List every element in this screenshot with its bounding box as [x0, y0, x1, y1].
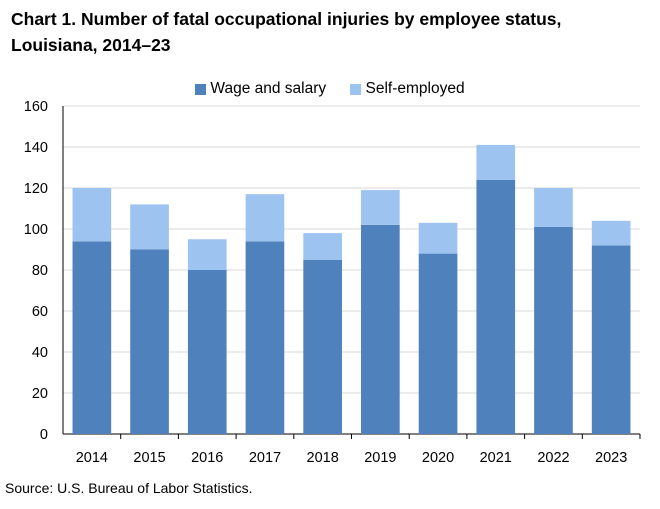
- bar-2019-wage-and-salary: [361, 224, 400, 434]
- x-tick-label-2014: 2014: [76, 450, 108, 466]
- legend-item-self-employed: Self-employed: [350, 80, 465, 98]
- bar-2015-wage-and-salary: [130, 249, 169, 434]
- x-tick-label-2020: 2020: [422, 450, 454, 466]
- source-note: Source: U.S. Bureau of Labor Statistics.: [5, 480, 253, 496]
- x-tick-label-2016: 2016: [191, 450, 223, 466]
- legend-label-wage-and-salary: Wage and salary: [210, 80, 327, 97]
- y-tick-label-160: 160: [24, 99, 48, 115]
- legend-swatch-wage-and-salary: [195, 83, 207, 95]
- y-tick-label-20: 20: [32, 386, 48, 402]
- chart-title: Chart 1. Number of fatal occupational in…: [11, 9, 562, 55]
- x-tick-label-2021: 2021: [480, 450, 512, 466]
- x-tick-label-2022: 2022: [537, 450, 569, 466]
- bar-2020-wage-and-salary: [418, 253, 458, 434]
- bar-2016-self-employed: [187, 239, 227, 270]
- y-tick-label-120: 120: [24, 181, 48, 197]
- y-tick-label-40: 40: [32, 345, 48, 361]
- bar-2017-self-employed: [245, 194, 285, 242]
- bar-2023-self-employed: [591, 220, 631, 246]
- bar-2018-wage-and-salary: [303, 259, 342, 434]
- bar-2018-self-employed: [303, 233, 342, 260]
- bar-2022-self-employed: [534, 188, 573, 227]
- x-tick-label-2015: 2015: [133, 450, 165, 466]
- bar-2020-self-employed: [418, 222, 458, 254]
- y-tick-label-0: 0: [40, 427, 48, 443]
- chart-legend: Wage and salary Self-employed: [0, 80, 660, 100]
- bar-2014-self-employed: [72, 188, 112, 242]
- bar-2021-self-employed: [476, 144, 516, 180]
- x-tick-label-2023: 2023: [595, 450, 627, 466]
- y-tick-label-140: 140: [24, 140, 48, 156]
- bar-2017-wage-and-salary: [245, 241, 285, 434]
- legend-swatch-self-employed: [350, 83, 362, 95]
- legend-label-self-employed: Self-employed: [365, 80, 465, 97]
- x-tick-label-2019: 2019: [364, 450, 396, 466]
- bar-2023-wage-and-salary: [591, 245, 631, 434]
- y-tick-label-60: 60: [32, 304, 48, 320]
- bar-2021-wage-and-salary: [476, 179, 516, 434]
- y-tick-label-80: 80: [32, 263, 48, 279]
- x-tick-label-2018: 2018: [307, 450, 339, 466]
- bar-2014-wage-and-salary: [72, 241, 112, 434]
- bar-2016-wage-and-salary: [187, 270, 227, 434]
- bar-2015-self-employed: [130, 204, 169, 250]
- x-tick-label-2017: 2017: [249, 450, 281, 466]
- legend-item-wage-and-salary: Wage and salary: [195, 80, 326, 98]
- bar-2022-wage-and-salary: [534, 226, 573, 434]
- y-tick-label-100: 100: [24, 222, 48, 238]
- bar-2019-self-employed: [361, 190, 400, 225]
